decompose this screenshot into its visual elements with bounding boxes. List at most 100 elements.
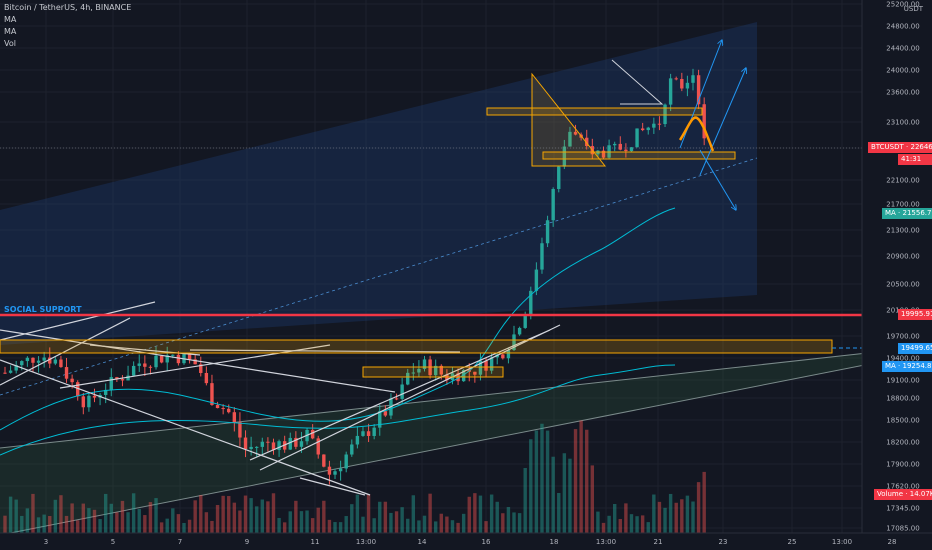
y-tick-label: 18200.00 <box>886 439 919 447</box>
volume-bar <box>350 504 354 533</box>
legend-ma-2[interactable]: MA <box>4 27 17 36</box>
volume-bar <box>478 495 483 533</box>
volume-bar <box>20 515 24 533</box>
volume-bar <box>411 495 416 533</box>
volume-bar <box>579 420 583 533</box>
candle <box>344 451 348 473</box>
y-tick-label: 24000.00 <box>886 67 919 75</box>
candle <box>36 356 41 373</box>
legend-vol[interactable]: Vol <box>4 39 16 48</box>
volume-bar <box>450 520 455 533</box>
volume-bar <box>299 511 304 533</box>
candle <box>64 357 69 383</box>
ma-lower-tag: MA · 19254.81 <box>882 361 932 372</box>
volume-bar <box>456 522 460 533</box>
candle <box>260 437 265 455</box>
candle <box>25 356 30 367</box>
time-axis[interactable]: 3 5 7 9 11 13:00 14 16 18 13:00 21 23 25 13:00 28 <box>0 532 932 550</box>
y-tick-label: 23100.00 <box>886 119 919 127</box>
social-support-label: SOCIAL SUPPORT <box>4 305 82 314</box>
volume-bar <box>120 500 125 533</box>
candle <box>685 75 690 97</box>
x-tick-label: 3 <box>44 538 48 546</box>
volume-bar <box>59 495 63 533</box>
volume-bar <box>400 507 404 533</box>
legend-ma-1[interactable]: MA <box>4 15 17 24</box>
volume-bar <box>652 494 656 533</box>
x-tick-label: 18 <box>550 538 559 546</box>
x-tick-label: 13:00 <box>596 538 616 546</box>
candle <box>361 427 365 437</box>
y-tick-label: 17085.00 <box>886 525 919 533</box>
volume-bar <box>70 503 74 533</box>
volume-bar <box>501 513 505 533</box>
candle <box>204 366 209 386</box>
ma-upper-tag-label: MA <box>885 209 896 217</box>
volume-bar <box>76 520 80 533</box>
volume-bar <box>53 499 58 533</box>
volume-bar <box>249 498 253 533</box>
volume-bar <box>668 493 673 533</box>
x-tick-label: 16 <box>482 538 491 546</box>
volume-bar <box>215 504 220 533</box>
wedge-lower-line <box>0 358 896 536</box>
volume-bar <box>422 515 427 533</box>
volume-bar <box>98 519 102 533</box>
regression-channel <box>0 22 757 345</box>
chart-legend: Bitcoin / TetherUS, 4h, BINANCE MA MA Vo… <box>4 2 131 50</box>
volume-bar <box>445 516 449 533</box>
volume-bar <box>439 513 443 533</box>
candle <box>372 424 376 440</box>
candle <box>322 454 326 468</box>
volume-bar <box>238 510 242 533</box>
volume-bars <box>3 420 706 533</box>
volume-bar <box>551 456 555 533</box>
support-zone-box <box>0 339 833 354</box>
volume-bar <box>394 511 399 533</box>
candle <box>148 365 153 375</box>
ma-lower-tag-label: MA <box>885 362 896 370</box>
consolidation-box <box>362 366 504 378</box>
volume-bar <box>674 502 678 533</box>
candle <box>3 366 7 375</box>
candle <box>53 356 58 366</box>
volume-bar <box>14 499 18 533</box>
candle <box>238 412 242 447</box>
y-tick-label: 20500.00 <box>886 281 919 289</box>
volume-bar <box>545 430 550 533</box>
volume-bar <box>506 507 511 533</box>
volume-bar <box>204 512 209 533</box>
volume-bar <box>417 520 421 533</box>
candle <box>232 407 237 432</box>
resistance-box <box>486 107 703 116</box>
candle <box>680 72 684 92</box>
btc-price-tag: BTCUSDT · 22646.53 <box>868 142 932 153</box>
candle <box>657 116 662 131</box>
price-axis[interactable]: 25200.00 24800.00 24400.00 24000.00 23600.00… <box>861 0 932 550</box>
volume-bar <box>154 498 158 533</box>
volume-bar <box>344 516 348 533</box>
candle <box>646 126 650 135</box>
volume-bar <box>685 495 690 533</box>
volume-bar <box>473 493 477 533</box>
volume-bar <box>361 516 365 533</box>
volume-bar <box>109 503 113 533</box>
volume-bar <box>277 517 281 533</box>
volume-bar <box>182 522 186 533</box>
candle <box>517 326 522 336</box>
x-tick-label: 25 <box>788 538 797 546</box>
y-tick-label: 25200.00 <box>886 1 919 9</box>
candle <box>612 141 617 152</box>
volume-bar <box>635 516 639 533</box>
candle <box>210 374 214 406</box>
volume-bar <box>366 494 371 533</box>
volume-bar <box>696 482 701 533</box>
volume-bar <box>702 471 706 533</box>
candle-countdown: 41:31 <box>898 154 932 165</box>
volume-bar <box>232 502 237 533</box>
y-tick-label: 22100.00 <box>886 177 919 185</box>
candle <box>378 404 382 436</box>
x-tick-label: 14 <box>418 538 427 546</box>
volume-bar <box>193 500 197 533</box>
